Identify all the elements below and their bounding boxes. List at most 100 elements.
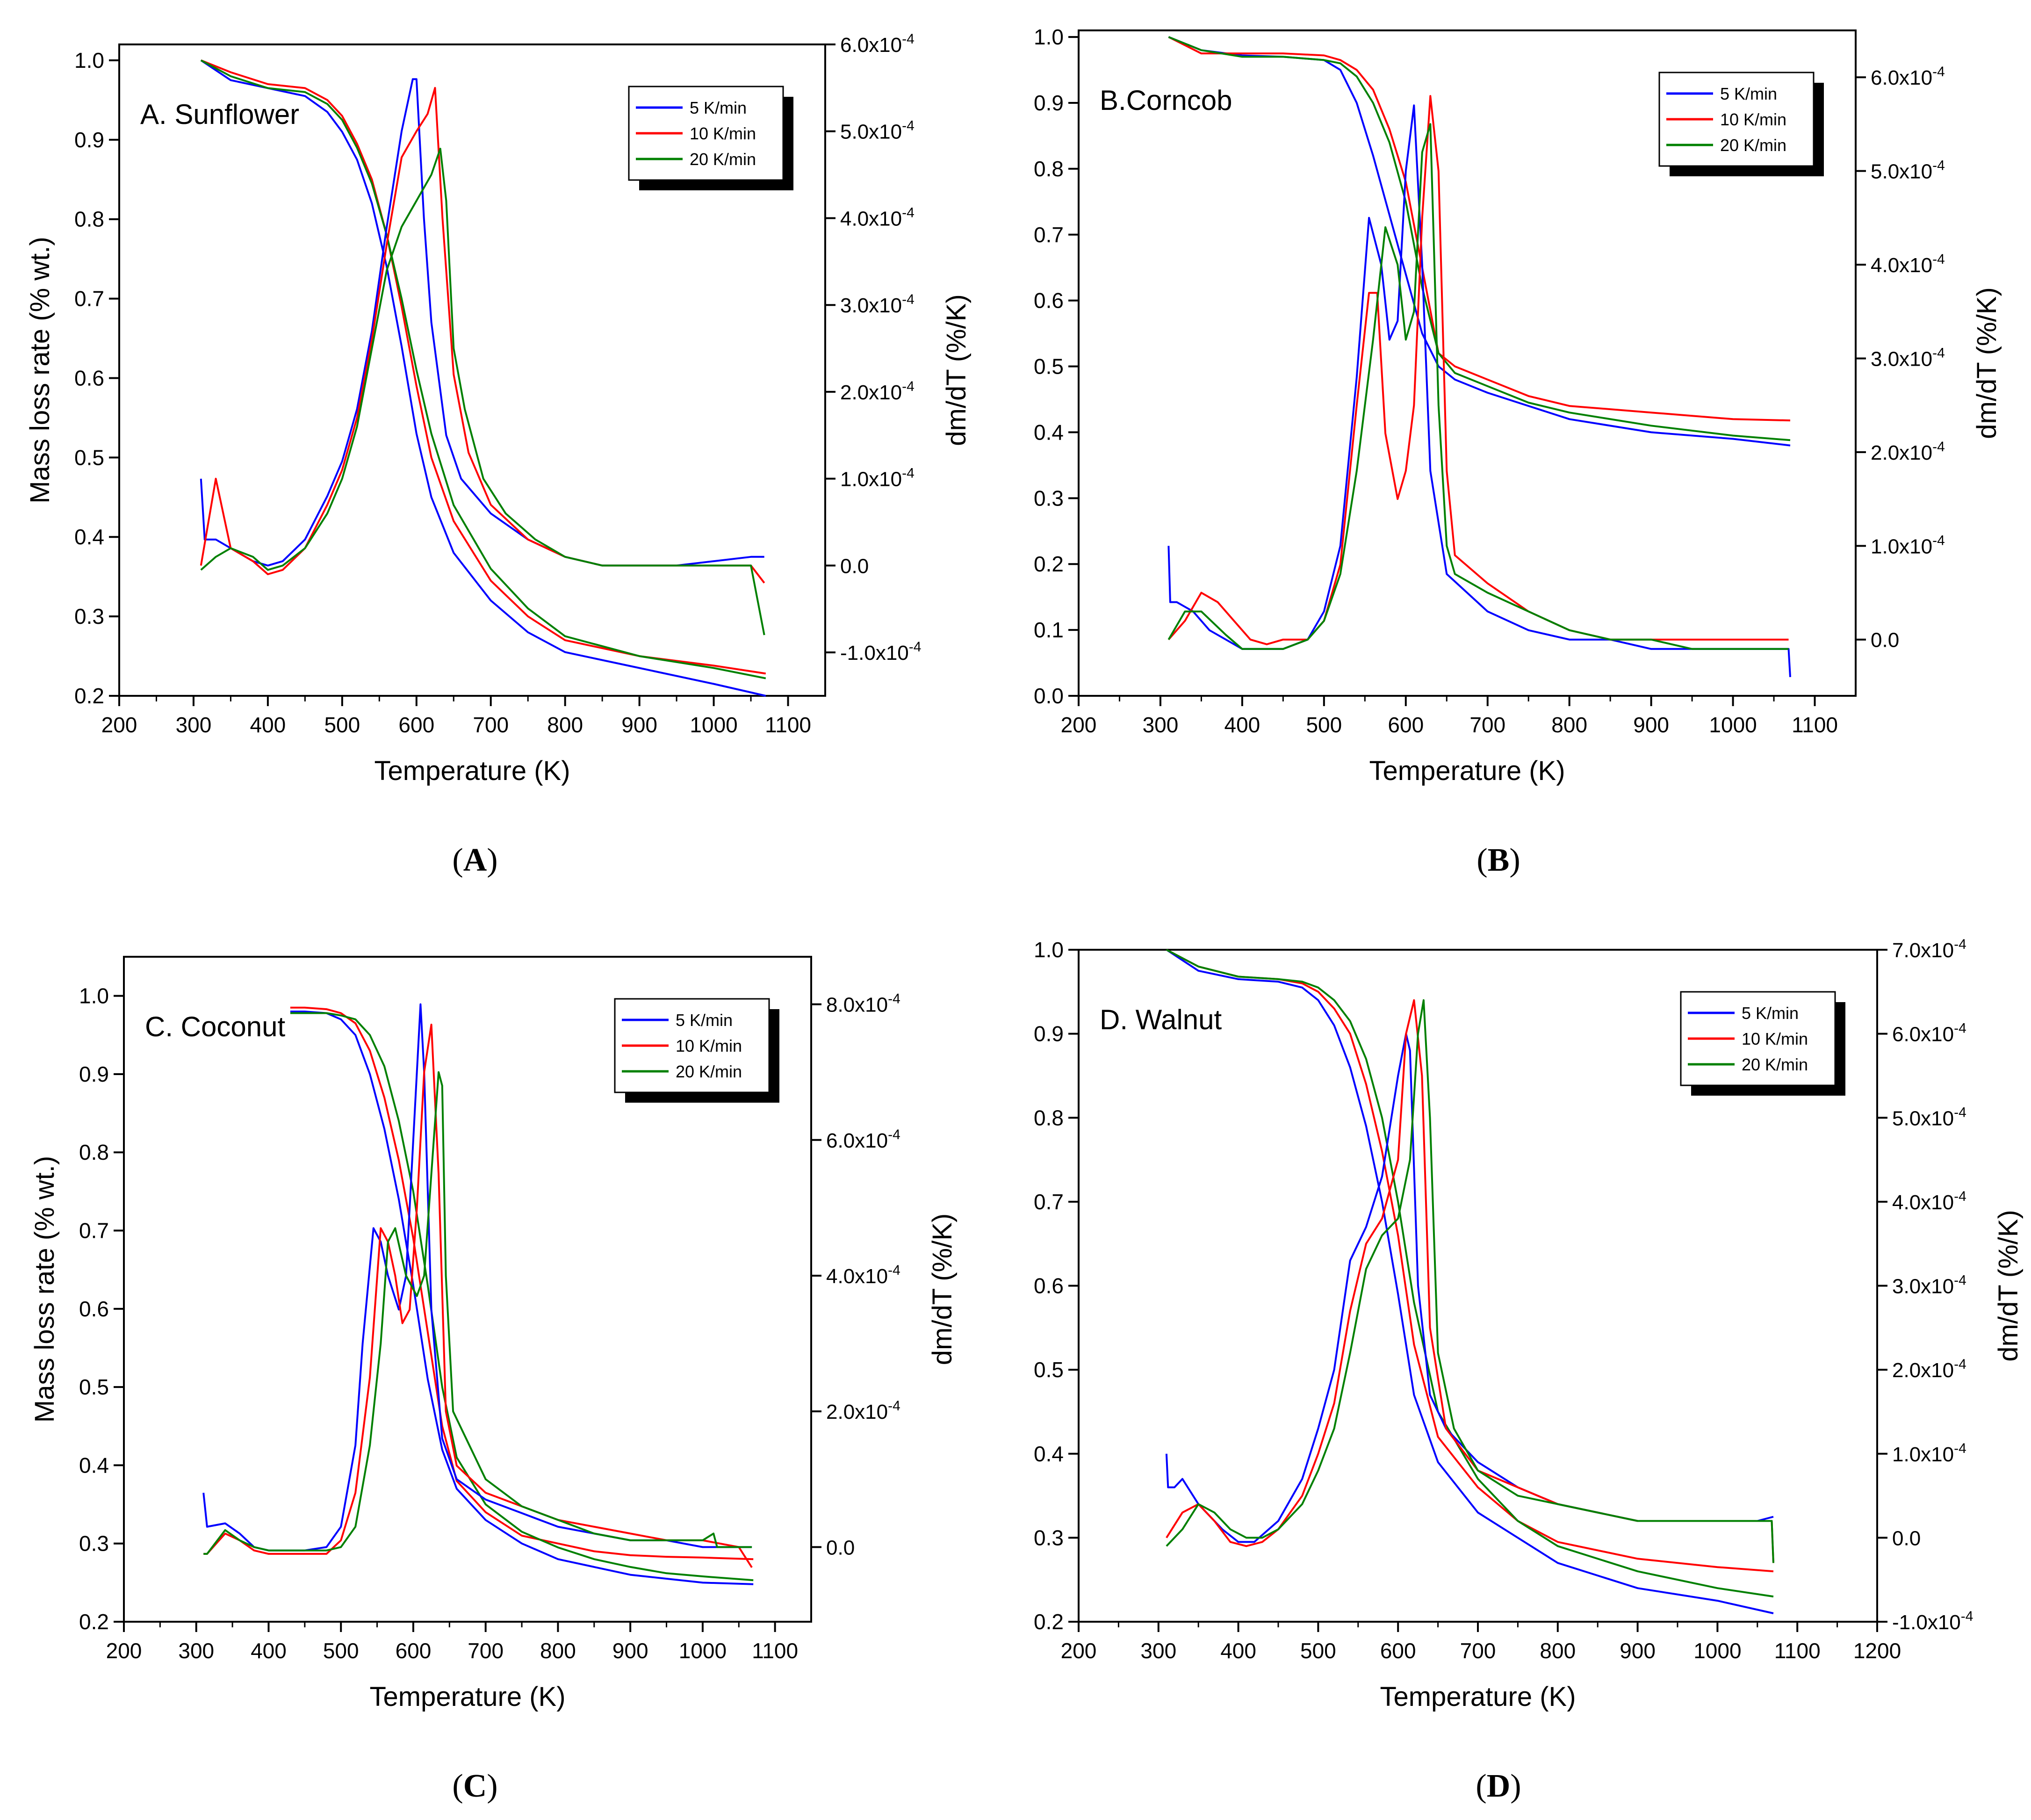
y-tick-label: 1.0 [1034,25,1064,49]
chart-coconut: 200 300 400 500 600 700 800 900 1000 1100 0.2 0.3 0.… [29,956,958,1712]
panel-title: B.Corncob [1100,85,1232,116]
y2-tick-label: 1.0x10-4 [1892,1441,1966,1466]
x-tick-label: 300 [176,713,212,737]
legend-label: 10 K/min [1742,1029,1808,1048]
plot-frame [118,43,826,697]
y2-tick-label: 6.0x10-4 [840,31,915,57]
y-tick-label: 0.2 [1034,1610,1064,1634]
y-tick-label: 0.9 [1034,1022,1064,1046]
y-tick-label: 0.8 [1034,157,1064,181]
y-tick-label: 0.8 [74,207,104,231]
x-tick-label: 800 [1540,1639,1576,1663]
y-tick-label: 0.3 [1034,1525,1064,1550]
mass-line-5-k-min [290,1011,754,1585]
y2-tick-label: 0.0 [1892,1527,1921,1550]
legend-label: 20 K/min [1742,1055,1808,1074]
panel-title: A. Sunflower [140,99,299,130]
y-tick-label: 0.5 [74,445,104,469]
y-tick-label: 0.8 [1034,1105,1064,1130]
y2-tick-label: 5.0x10-4 [1892,1105,1966,1130]
x-tick-label: 1000 [690,713,737,737]
y2-tick-label: 5.0x10-4 [1871,158,1945,183]
mass-line-20-k-min [1168,36,1791,441]
caption-c: (C) [452,1768,498,1804]
x-axis-title: Temperature (K) [1369,756,1565,786]
y-tick-label: 0.2 [1034,552,1064,576]
y-tick-label: 0.3 [1034,486,1064,510]
y2-tick-label: 5.0x10-4 [840,118,915,144]
y2-tick-label: 2.0x10-4 [1871,439,1945,464]
plot-frame [123,956,812,1623]
y2-tick-label: 1.0x10-4 [840,466,915,491]
y-tick-label: 1.0 [74,48,104,72]
panel-title: D. Walnut [1100,1004,1222,1035]
legend-label: 20 K/min [676,1062,742,1081]
x-tick-label: 1100 [1774,1639,1821,1663]
x-tick-label: 400 [251,1639,287,1663]
y-tick-label: 0.9 [79,1062,109,1086]
mass-line-5-k-min [1166,949,1774,1614]
y2-tick-label: 2.0x10-4 [840,379,915,404]
y-tick-label: 0.2 [79,1610,109,1634]
y2-tick-label: 1.0x10-4 [1871,533,1945,558]
legend-label: 5 K/min [1742,1004,1799,1023]
x-tick-label: 300 [1143,713,1179,737]
x-tick-label: 900 [621,713,657,737]
y2-tick-label: 4.0x10-4 [840,205,915,230]
x-tick-label: 1100 [752,1639,798,1663]
legend-label: 20 K/min [690,150,756,169]
caption-a: (A) [452,842,498,878]
y2-tick-label: 3.0x10-4 [1892,1273,1966,1298]
x-axis-title: Temperature (K) [374,756,570,786]
x-tick-label: 500 [1306,713,1342,737]
y2-tick-label: 6.0x10-4 [1871,64,1945,89]
y2-tick-label: 2.0x10-4 [826,1398,900,1423]
y-tick-label: 0.7 [79,1219,109,1243]
y-tick-label: 0.5 [1034,1358,1064,1382]
panel-title: C. Coconut [145,1011,285,1042]
y-tick-label: 0.7 [74,287,104,311]
legend-box [1680,991,1836,1086]
y-tick-label: 0.6 [74,366,104,390]
y-tick-label: 0.4 [74,525,104,549]
x-tick-label: 900 [1620,1639,1656,1663]
y2-tick-label: 4.0x10-4 [826,1263,900,1288]
dtg-line-10-k-min [203,1024,753,1568]
y-tick-label: 0.9 [74,128,104,152]
y2-tick-label: 4.0x10-4 [1892,1189,1966,1214]
dtg-line-10-k-min [1167,95,1789,645]
y-tick-label: 1.0 [79,984,109,1008]
mass-line-5-k-min [200,59,766,697]
y-tick-label: 0.8 [79,1140,109,1164]
x-tick-label: 800 [540,1639,576,1663]
x-tick-label: 600 [398,713,434,737]
legend: 5 K/min 10 K/min 20 K/min [614,998,779,1103]
legend-label: 5 K/min [1720,84,1777,103]
y2-axis-title: dm/dT (%/K) [1972,287,2002,439]
y-tick-label: 0.4 [1034,420,1064,444]
x-tick-label: 1000 [1709,713,1757,737]
y-tick-label: 0.0 [1034,684,1064,708]
x-tick-label: 700 [473,713,509,737]
y-axis-title: Mass loss rate (% wt.) [25,237,55,503]
y-axis-title: Mass loss rate (% wt.) [29,1156,60,1423]
x-tick-label: 200 [1061,1639,1097,1663]
x-tick-label: 400 [1220,1639,1256,1663]
y2-tick-label: 0.0 [1871,629,1899,652]
x-tick-label: 900 [1633,713,1669,737]
y-tick-label: 1.0 [1034,938,1064,962]
y-tick-label: 0.7 [1034,223,1064,247]
legend-label: 5 K/min [690,98,747,117]
x-tick-label: 800 [1551,713,1587,737]
x-axis-title: Temperature (K) [369,1682,565,1712]
y2-tick-label: 8.0x10-4 [826,991,900,1017]
x-tick-label: 400 [1224,713,1260,737]
caption-d: (D) [1476,1768,1521,1804]
x-tick-label: 500 [1300,1639,1336,1663]
x-tick-label: 1000 [679,1639,727,1663]
x-tick-label: 300 [178,1639,214,1663]
y-tick-label: 0.5 [1034,354,1064,379]
legend-label: 10 K/min [690,124,756,143]
x-tick-label: 1200 [1853,1639,1901,1663]
y-tick-label: 0.1 [1034,618,1064,642]
